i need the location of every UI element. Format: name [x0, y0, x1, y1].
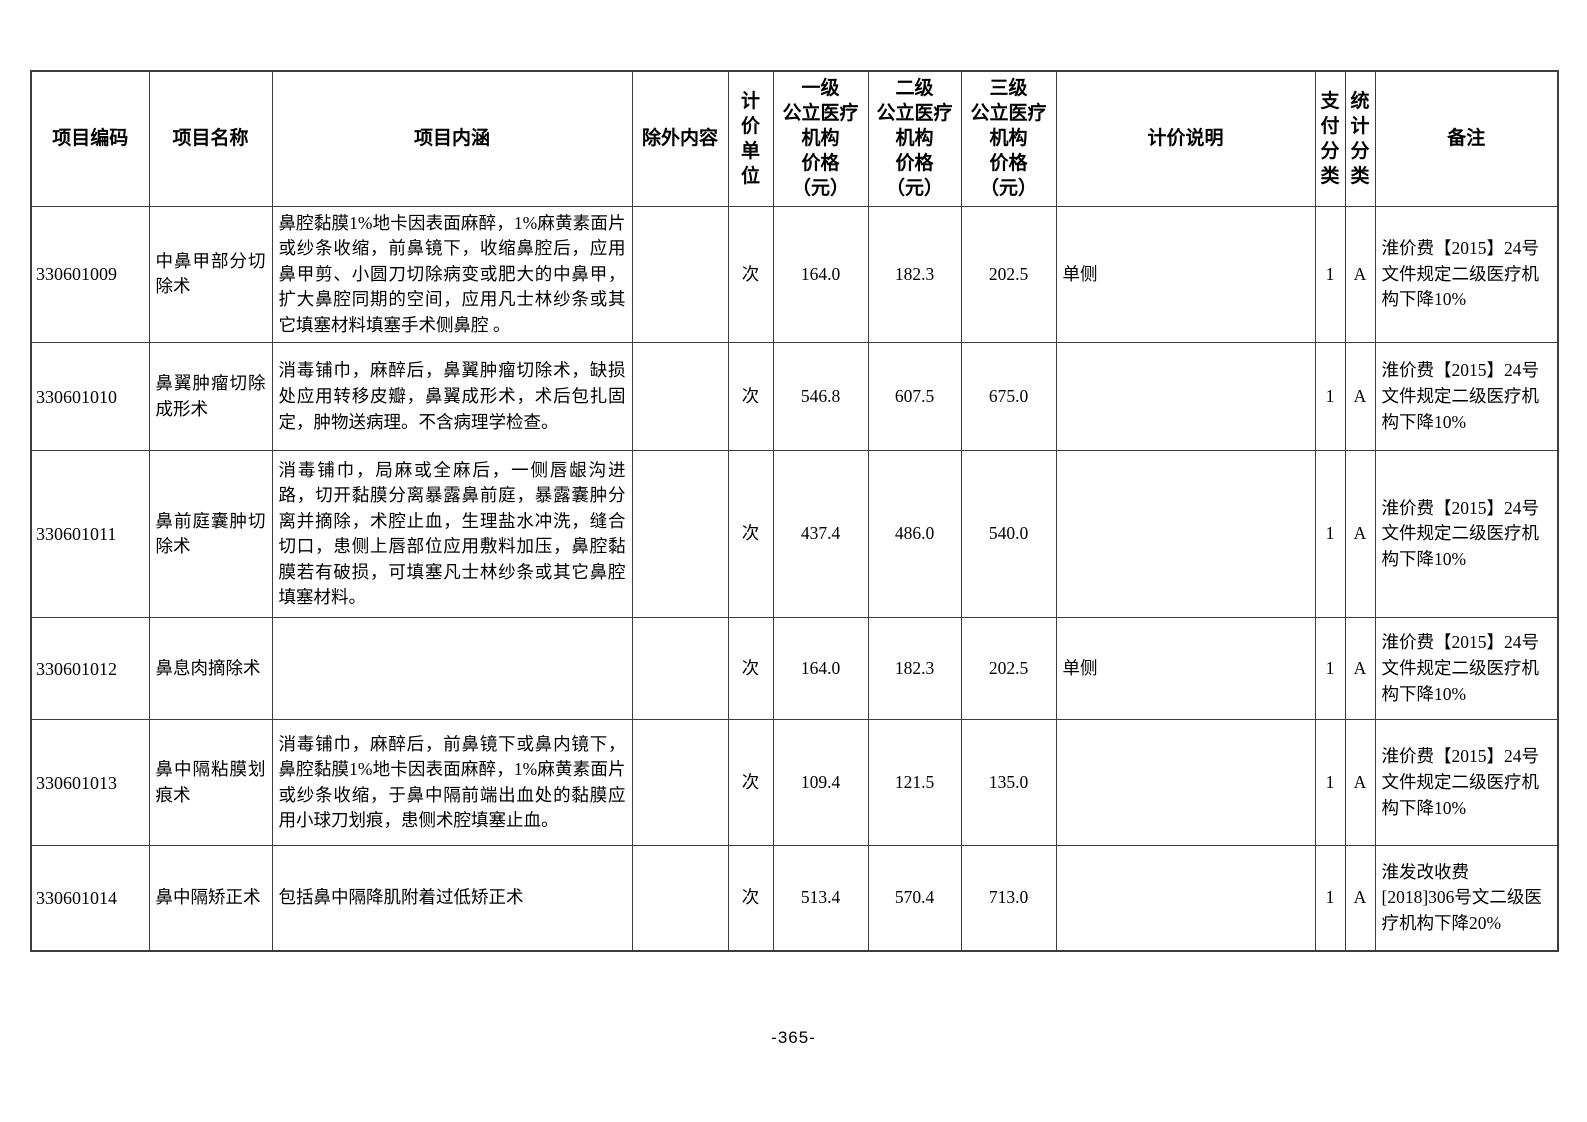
cell-unit: 次	[727, 450, 774, 619]
cell-price1: 164.0	[772, 617, 869, 721]
cell-code: 330601013	[30, 719, 150, 847]
cell-code: 330601009	[30, 205, 150, 344]
cell-pricing-note	[1055, 719, 1316, 847]
cell-exclusion	[631, 342, 729, 452]
table-row: 330601009 中鼻甲部分切除术 鼻腔黏膜1%地卡因表面麻醉，1%麻黄素面片或纱…	[30, 205, 1559, 344]
cell-price3: 675.0	[960, 342, 1057, 452]
cell-price3: 202.5	[960, 617, 1057, 721]
header-name: 项目名称	[148, 70, 273, 207]
cell-price2: 121.5	[867, 719, 962, 847]
header-stat-class: 统 计 分 类	[1344, 70, 1376, 207]
cell-stat-class: A	[1344, 205, 1376, 344]
cell-pay-class: 1	[1314, 450, 1346, 619]
cell-content: 消毒铺巾，局麻或全麻后，一侧唇龈沟进路，切开黏膜分离暴露鼻前庭，暴露囊肿分离并摘…	[271, 450, 633, 619]
cell-price1: 109.4	[772, 719, 869, 847]
cell-content: 消毒铺巾，麻醉后，鼻翼肿瘤切除术，缺损处应用转移皮瓣，鼻翼成形术，术后包扎固定，…	[271, 342, 633, 452]
cell-pricing-note	[1055, 342, 1316, 452]
cell-price1: 437.4	[772, 450, 869, 619]
table-row: 330601012 鼻息肉摘除术 次 164.0 182.3 202.5 单侧 1 A 淮价费【2…	[30, 617, 1559, 721]
cell-exclusion	[631, 450, 729, 619]
cell-price3: 713.0	[960, 845, 1057, 952]
cell-content: 消毒铺巾，麻醉后，前鼻镜下或鼻内镜下，鼻腔黏膜1%地卡因表面麻醉，1%麻黄素面片…	[271, 719, 633, 847]
header-price-level1: 一级 公立医疗 机构 价格 （元）	[772, 70, 869, 207]
cell-pay-class: 1	[1314, 342, 1346, 452]
cell-pay-class: 1	[1314, 845, 1346, 952]
cell-unit: 次	[727, 342, 774, 452]
cell-price1: 513.4	[772, 845, 869, 952]
table-header: 项目编码 项目名称 项目内涵 除外内容 计 价 单 位 一级 公立医疗 机构 价…	[30, 70, 1559, 207]
cell-price1: 164.0	[772, 205, 869, 344]
header-unit: 计 价 单 位	[727, 70, 774, 207]
header-exclusion: 除外内容	[631, 70, 729, 207]
cell-exclusion	[631, 205, 729, 344]
cell-content: 包括鼻中隔降肌附着过低矫正术	[271, 845, 633, 952]
header-price-level3: 三级 公立医疗 机构 价格 （元）	[960, 70, 1057, 207]
cell-exclusion	[631, 845, 729, 952]
cell-name: 鼻中隔粘膜划痕术	[148, 719, 273, 847]
cell-unit: 次	[727, 617, 774, 721]
cell-unit: 次	[727, 845, 774, 952]
cell-price2: 486.0	[867, 450, 962, 619]
cell-price3: 135.0	[960, 719, 1057, 847]
cell-content	[271, 617, 633, 721]
cell-stat-class: A	[1344, 719, 1376, 847]
header-pay-class: 支 付 分 类	[1314, 70, 1346, 207]
cell-exclusion	[631, 719, 729, 847]
cell-remark: 淮价费【2015】24号文件规定二级医疗机构下降10%	[1374, 450, 1559, 619]
cell-remark: 淮价费【2015】24号文件规定二级医疗机构下降10%	[1374, 342, 1559, 452]
cell-unit: 次	[727, 719, 774, 847]
cell-pricing-note	[1055, 450, 1316, 619]
cell-content: 鼻腔黏膜1%地卡因表面麻醉，1%麻黄素面片或纱条收缩，前鼻镜下，收缩鼻腔后，应用…	[271, 205, 633, 344]
header-price-level2: 二级 公立医疗 机构 价格 （元）	[867, 70, 962, 207]
cell-remark: 淮价费【2015】24号文件规定二级医疗机构下降10%	[1374, 205, 1559, 344]
cell-pricing-note: 单侧	[1055, 617, 1316, 721]
cell-exclusion	[631, 617, 729, 721]
table-row: 330601011 鼻前庭囊肿切除术 消毒铺巾，局麻或全麻后，一侧唇龈沟进路，切开黏…	[30, 450, 1559, 619]
cell-pay-class: 1	[1314, 205, 1346, 344]
header-code: 项目编码	[30, 70, 150, 207]
cell-stat-class: A	[1344, 342, 1376, 452]
cell-pricing-note: 单侧	[1055, 205, 1316, 344]
cell-price2: 182.3	[867, 205, 962, 344]
cell-price1: 546.8	[772, 342, 869, 452]
cell-name: 中鼻甲部分切除术	[148, 205, 273, 344]
table-row: 330601013 鼻中隔粘膜划痕术 消毒铺巾，麻醉后，前鼻镜下或鼻内镜下，鼻腔黏膜…	[30, 719, 1559, 847]
header-pricing-note: 计价说明	[1055, 70, 1316, 207]
cell-stat-class: A	[1344, 845, 1376, 952]
header-content: 项目内涵	[271, 70, 633, 207]
cell-pay-class: 1	[1314, 617, 1346, 721]
cell-code: 330601014	[30, 845, 150, 952]
cell-code: 330601011	[30, 450, 150, 619]
cell-price3: 540.0	[960, 450, 1057, 619]
cell-remark: 淮价费【2015】24号文件规定二级医疗机构下降10%	[1374, 719, 1559, 847]
medical-price-table: 项目编码 项目名称 项目内涵 除外内容 计 价 单 位 一级 公立医疗 机构 价…	[30, 70, 1559, 952]
cell-stat-class: A	[1344, 617, 1376, 721]
cell-price2: 182.3	[867, 617, 962, 721]
table-row: 330601014 鼻中隔矫正术 包括鼻中隔降肌附着过低矫正术次 513.4 570.4…	[30, 845, 1559, 952]
cell-remark: 淮发改收费 [2018]306号文二级医疗机构下降20%	[1374, 845, 1559, 952]
cell-price2: 607.5	[867, 342, 962, 452]
cell-name: 鼻翼肿瘤切除成形术	[148, 342, 273, 452]
table-body: 330601009 中鼻甲部分切除术 鼻腔黏膜1%地卡因表面麻醉，1%麻黄素面片或纱…	[30, 205, 1559, 952]
page-number: -365-	[771, 1028, 816, 1047]
header-remark: 备注	[1374, 70, 1559, 207]
cell-code: 330601012	[30, 617, 150, 721]
table-row: 330601010 鼻翼肿瘤切除成形术 消毒铺巾，麻醉后，鼻翼肿瘤切除术，缺损处应用…	[30, 342, 1559, 452]
header-row: 项目编码 项目名称 项目内涵 除外内容 计 价 单 位 一级 公立医疗 机构 价…	[30, 70, 1559, 207]
cell-stat-class: A	[1344, 450, 1376, 619]
cell-name: 鼻息肉摘除术	[148, 617, 273, 721]
cell-price2: 570.4	[867, 845, 962, 952]
cell-code: 330601010	[30, 342, 150, 452]
cell-pay-class: 1	[1314, 719, 1346, 847]
cell-unit: 次	[727, 205, 774, 344]
cell-name: 鼻前庭囊肿切除术	[148, 450, 273, 619]
cell-pricing-note	[1055, 845, 1316, 952]
cell-remark: 淮价费【2015】24号文件规定二级医疗机构下降10%	[1374, 617, 1559, 721]
cell-name: 鼻中隔矫正术	[148, 845, 273, 952]
cell-price3: 202.5	[960, 205, 1057, 344]
